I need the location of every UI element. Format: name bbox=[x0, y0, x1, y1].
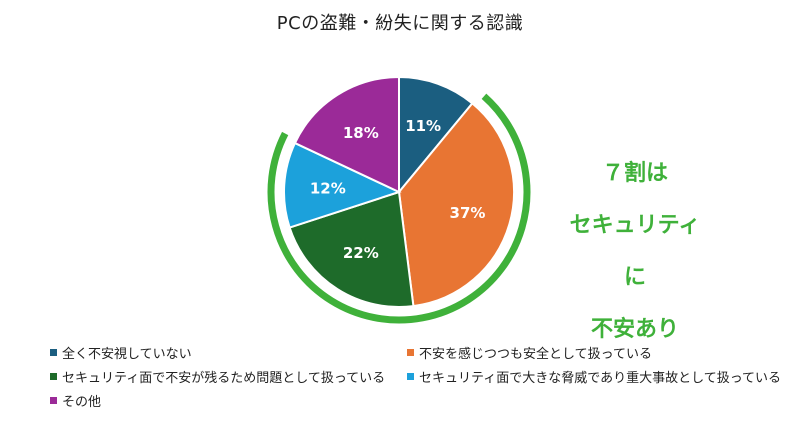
slice-label: 12% bbox=[310, 180, 346, 198]
legend-item-serious-incident: セキュリティ面で大きな脅威であり重大事故として扱っている bbox=[407, 367, 781, 386]
callout-line-1: ７割は bbox=[601, 161, 668, 186]
legend-swatch bbox=[407, 349, 414, 356]
callout-line-2: セキュリティに bbox=[569, 213, 701, 290]
slice-label: 11% bbox=[405, 117, 441, 135]
slice-label: 18% bbox=[343, 124, 379, 142]
legend-label: 全く不安視していない bbox=[62, 347, 192, 362]
slice-label: 37% bbox=[450, 204, 486, 222]
legend-item-not-worried: 全く不安視していない bbox=[50, 343, 192, 362]
legend-swatch bbox=[407, 373, 414, 380]
pie-slice bbox=[293, 75, 400, 194]
legend-item-other: その他 bbox=[50, 391, 101, 410]
legend-label: セキュリティ面で大きな脅威であり重大事故として扱っている bbox=[419, 371, 782, 386]
legend-label: その他 bbox=[62, 395, 102, 410]
slice-label: 22% bbox=[343, 244, 379, 262]
legend-label: 不安を感じつつも安全として扱っている bbox=[419, 347, 652, 362]
pie-labels: 11% 37% 22% 12% 18% bbox=[310, 117, 486, 262]
pie-slices bbox=[283, 75, 515, 308]
legend-swatch bbox=[50, 397, 57, 404]
callout-annotation: ７割は セキュリティに 不安あり bbox=[560, 148, 710, 356]
pie-slice bbox=[288, 190, 415, 308]
legend-swatch bbox=[50, 349, 57, 356]
chart-title: PCの盗難・紛失に関する認識 bbox=[276, 13, 524, 34]
callout-line-3: 不安あり bbox=[590, 317, 679, 342]
legend-item-worried-but-safe: 不安を感じつつも安全として扱っている bbox=[407, 343, 652, 362]
legend-swatch bbox=[50, 373, 57, 380]
highlight-arc bbox=[267, 93, 531, 324]
pie-slice bbox=[283, 141, 402, 229]
legend-item-treated-as-problem: セキュリティ面で不安が残るため問題として扱っている bbox=[50, 367, 385, 386]
pie-slice bbox=[398, 75, 474, 195]
pie-slice bbox=[397, 101, 515, 308]
legend-label: セキュリティ面で不安が残るため問題として扱っている bbox=[62, 371, 386, 386]
